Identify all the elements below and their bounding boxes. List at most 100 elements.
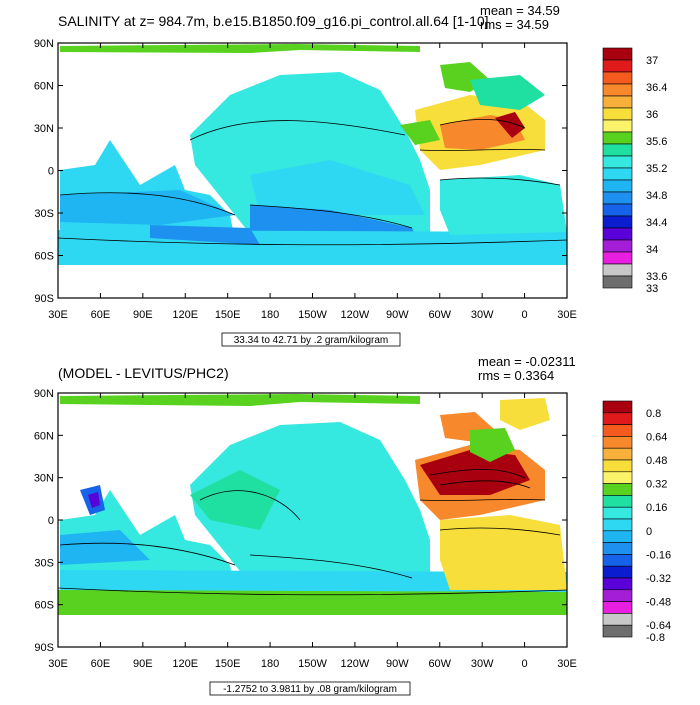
- y-tick-label: 90S: [34, 293, 54, 305]
- colorbar-box: [602, 506, 633, 520]
- colorbar-box: [602, 589, 633, 602]
- panel-top-yticks: 90N 60N 30N 0 30S 60S 90S: [34, 38, 567, 305]
- atlantic-hot: [495, 112, 525, 138]
- x-tick-label: 30E: [48, 309, 68, 321]
- colorbar-label: 33.6: [646, 271, 667, 283]
- colorbar-box: [602, 263, 633, 277]
- panel-top-title: SALINITY at z= 984.7m, b.e15.B1850.f09_g…: [58, 13, 489, 29]
- colorbar-box: [602, 542, 633, 555]
- y-tick-label: 30N: [34, 123, 54, 135]
- pacific-west: [190, 470, 280, 530]
- colorbar-label: 0.48: [646, 455, 667, 467]
- antarctica: [58, 268, 567, 298]
- y-tick-label: 60S: [34, 600, 54, 612]
- y-tick-label: 90N: [34, 38, 54, 50]
- y-tick-label: 30N: [34, 473, 54, 485]
- colorbar-box: [602, 131, 633, 145]
- panel-bottom-colorbar: 0.8 0.64 0.48 0.32 0.16 0 -0.16 -0.32 -0.48 -0.64…: [602, 400, 671, 644]
- x-tick-label: 120W: [341, 309, 370, 321]
- x-tick-label: 90E: [133, 309, 153, 321]
- y-tick-label: 60N: [34, 81, 54, 93]
- colorbar-label: 0.64: [646, 431, 667, 443]
- colorbar-box: [602, 179, 633, 193]
- south-indian-band: [60, 190, 235, 225]
- colorbar-box: [602, 424, 633, 437]
- panel-bottom-title: (MODEL - LEVITUS/PHC2): [58, 365, 229, 381]
- colorbar-box: [602, 518, 633, 532]
- contours: [57, 468, 568, 596]
- x-tick-label: 90E: [133, 658, 153, 670]
- subpolar-green: [470, 428, 515, 462]
- x-tick-label: 150W: [298, 658, 327, 670]
- colorbar-label: 0.8: [646, 408, 661, 420]
- colorbar-box: [602, 601, 633, 614]
- x-tick-label: 0: [522, 658, 528, 670]
- colorbar-box: [602, 227, 633, 241]
- y-tick-label: 90S: [34, 642, 54, 654]
- x-tick-label: 180: [261, 658, 279, 670]
- y-tick-label: 90N: [34, 388, 54, 400]
- colorbar-box: [602, 119, 633, 133]
- colorbar-box: [602, 239, 633, 253]
- colorbar-box: [602, 400, 633, 414]
- x-tick-label: 90W: [386, 658, 409, 670]
- x-tick-label: 30E: [557, 658, 577, 670]
- colorbar-box: [602, 167, 633, 181]
- x-tick-label: 30E: [557, 309, 577, 321]
- colorbar-box: [602, 155, 633, 169]
- colorbar-box: [602, 459, 633, 473]
- colorbar-box: [602, 483, 633, 496]
- x-tick-label: 60E: [91, 309, 111, 321]
- arctic-yellow: [500, 398, 550, 430]
- colorbar-box: [602, 577, 633, 591]
- panel-bottom: (MODEL - LEVITUS/PHC2) mean = -0.02311 r…: [34, 354, 671, 696]
- panel-bottom-map: [57, 393, 568, 647]
- panel-top-map: [57, 43, 568, 298]
- x-tick-label: 0: [522, 309, 528, 321]
- x-tick-label: 60E: [91, 658, 111, 670]
- southern-ocean: [58, 230, 567, 265]
- colorbar-label: 0.16: [646, 502, 667, 514]
- panel-top-mean: mean = 34.59: [480, 3, 560, 18]
- arctic-band: [60, 44, 420, 53]
- pacific-ocean: [190, 422, 430, 590]
- colorbar-label: 35.6: [646, 136, 667, 148]
- colorbar-box: [602, 107, 633, 121]
- panel-top-rms: rms = 34.59: [480, 17, 549, 32]
- colorbar-box: [602, 275, 633, 289]
- y-tick-label: 30S: [34, 557, 54, 569]
- y-tick-label: 60N: [34, 430, 54, 442]
- panel-top-colorbar: 37 36.4 36 35.6 35.2 34.8 34.4 34 33.633: [602, 47, 667, 295]
- panel-bottom-note: -1.2752 to 3.9811 by .08 gram/kilogram: [223, 684, 397, 695]
- colorbar-label: 36: [646, 109, 658, 121]
- southern-green: [58, 590, 567, 615]
- y-tick-label: 0: [48, 515, 54, 527]
- colorbar-label: 37: [646, 55, 658, 67]
- x-tick-label: 150E: [215, 309, 241, 321]
- panel-bottom-xticks: 30E 60E 90E 120E 150E 180 150W 120W 90W 60W 30W 0 30…: [48, 393, 577, 670]
- colorbar-label: -0.32: [646, 573, 671, 585]
- panel-bottom-mean: mean = -0.02311: [478, 354, 576, 369]
- colorbar-box: [602, 143, 633, 157]
- colorbar-box: [602, 613, 633, 626]
- x-tick-label: 150W: [298, 309, 327, 321]
- gulf-region: [400, 120, 440, 145]
- x-tick-label: 150E: [215, 658, 241, 670]
- colorbar-box: [602, 471, 633, 484]
- colorbar-box: [602, 71, 633, 85]
- atlantic-south: [440, 515, 567, 590]
- y-tick-label: 0: [48, 166, 54, 178]
- x-tick-label: 60W: [428, 658, 451, 670]
- panel-bottom-yticks: 90N 60N 30N 0 30S 60S 90S: [34, 388, 567, 654]
- x-tick-label: 90W: [386, 309, 409, 321]
- colorbar-box: [602, 530, 633, 543]
- atlantic-south: [440, 175, 567, 235]
- x-tick-label: 180: [261, 309, 279, 321]
- colorbar-box: [602, 95, 633, 109]
- atlantic-subpolar: [470, 75, 545, 110]
- colorbar-label: -0.16: [646, 549, 671, 561]
- y-tick-label: 30S: [34, 208, 54, 220]
- nw-pacific-purple: [88, 492, 100, 508]
- x-tick-label: 120E: [172, 658, 198, 670]
